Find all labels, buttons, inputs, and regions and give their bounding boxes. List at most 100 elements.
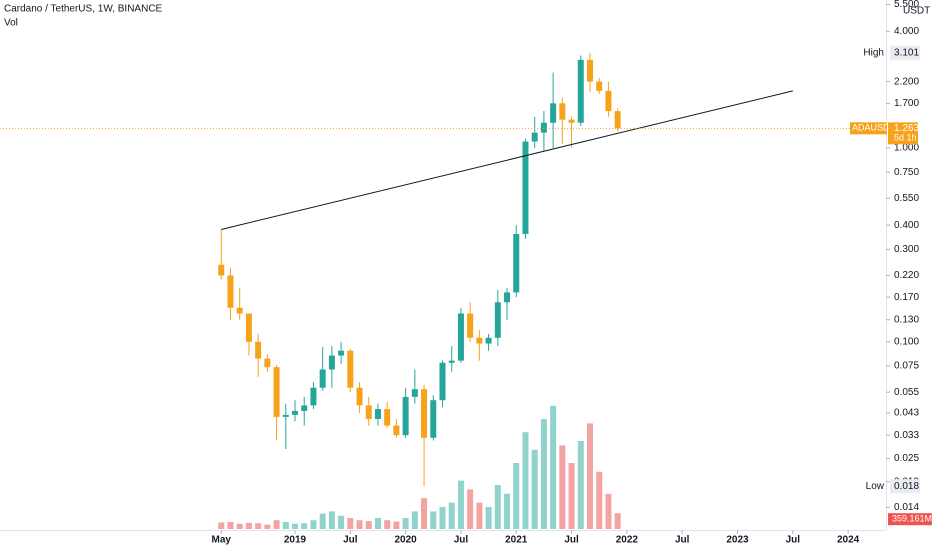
volume-bar	[614, 513, 621, 529]
candle-body	[577, 59, 584, 123]
candle-body	[292, 410, 298, 415]
volume-bar	[550, 405, 557, 529]
volume-bar	[328, 511, 335, 529]
volume-bar	[273, 520, 280, 529]
x-tick-label: 2020	[395, 535, 418, 546]
volume-bar	[531, 449, 538, 529]
volume-bar	[467, 489, 474, 529]
y-tick-label: 0.014	[894, 502, 919, 513]
y-tick-label: 0.075	[894, 361, 919, 372]
candle-body	[522, 141, 529, 235]
y-tick-label: 4.000	[894, 26, 919, 37]
volume-bar	[282, 521, 289, 529]
candle-body	[328, 355, 335, 370]
candle-body	[402, 396, 409, 436]
volume-bar	[384, 520, 391, 529]
y-tick-label: 0.170	[894, 292, 919, 303]
volume-bar	[319, 513, 326, 529]
candle-body	[356, 387, 363, 406]
x-tick-label: May	[212, 535, 232, 546]
volume-bar	[236, 523, 243, 529]
candle-body	[540, 122, 547, 133]
volume-bar	[513, 463, 520, 529]
volume-bar	[402, 518, 409, 529]
candle-body	[430, 400, 437, 438]
candle-body	[448, 360, 455, 363]
candle-body	[559, 103, 566, 120]
low-marker-bg	[890, 479, 920, 494]
y-tick-label: 0.033	[894, 430, 919, 441]
x-tick-label: 2024	[837, 535, 860, 546]
y-tick-label: 1.700	[894, 98, 919, 109]
volume-bar	[476, 502, 483, 529]
volume-bar	[504, 493, 511, 529]
high-marker-text: High	[863, 47, 884, 58]
candle-body	[319, 369, 326, 388]
symbol-label: ADAUSDT	[852, 123, 896, 133]
volume-bar	[457, 480, 464, 529]
volume-bar	[494, 485, 501, 529]
candle-body	[245, 313, 252, 342]
high-marker-bg	[890, 45, 920, 60]
volume-bar	[485, 507, 492, 529]
volume-bar	[374, 518, 381, 529]
candle-body	[310, 387, 317, 406]
low-marker-text: Low	[866, 481, 885, 492]
candle-body	[476, 337, 483, 344]
volume-bar	[264, 524, 271, 529]
candle-body	[467, 313, 474, 338]
candle-body	[255, 341, 262, 359]
volume-bar	[411, 511, 418, 529]
volume-title: Vol	[4, 18, 18, 29]
y-tick-label: 1.000	[894, 143, 919, 154]
volume-bar	[559, 445, 566, 529]
volume-bar	[245, 522, 252, 529]
candle-body	[531, 132, 538, 142]
volume-bar	[218, 522, 225, 529]
candle-body	[264, 358, 271, 368]
candle-body	[614, 111, 621, 129]
volume-bar	[292, 523, 298, 529]
y-tick-label: 2.200	[894, 76, 919, 87]
volume-bar	[577, 441, 584, 529]
candle-body	[596, 81, 603, 91]
candle-body	[439, 362, 446, 401]
y-tick-label: 5.500	[894, 0, 919, 10]
high-marker-label: 3.101	[894, 47, 919, 58]
volume-bar	[365, 521, 372, 529]
chart-title: Cardano / TetherUS, 1W, BINANCE	[4, 4, 163, 15]
last-price-bg	[888, 122, 918, 145]
candle-body	[282, 414, 289, 417]
volume-bar	[522, 432, 529, 529]
volume-bar	[448, 502, 455, 529]
volume-label-bg	[888, 513, 932, 526]
countdown-label: 5d 1h	[894, 133, 917, 143]
x-tick-label: Jul	[675, 535, 690, 546]
candle-body	[550, 103, 557, 123]
candle-body	[365, 405, 372, 419]
candle-body	[384, 409, 391, 426]
low-marker-label: 0.018	[894, 481, 919, 492]
x-tick-label: 2021	[505, 535, 528, 546]
volume-bar	[301, 523, 308, 529]
volume-bar	[430, 511, 437, 529]
volume-bar	[587, 423, 593, 529]
candle-body	[227, 275, 234, 308]
candle-body	[485, 337, 492, 344]
x-tick-label: Jul	[454, 535, 469, 546]
candle-body	[457, 313, 464, 361]
candle-body	[347, 350, 354, 388]
candle-body	[411, 389, 418, 397]
last-price-label: 1.263	[894, 123, 919, 134]
volume-bar	[605, 493, 612, 529]
volume-bar	[255, 523, 262, 529]
x-tick-label: 2022	[616, 535, 639, 546]
candle-body	[273, 367, 280, 417]
candle-body	[301, 405, 308, 411]
candle-body	[374, 409, 381, 419]
volume-bar	[347, 518, 354, 529]
x-tick-label: 2019	[284, 535, 307, 546]
volume-bar	[439, 507, 446, 529]
y-tick-label: 0.025	[894, 453, 919, 464]
x-tick-label: 2023	[726, 535, 749, 546]
